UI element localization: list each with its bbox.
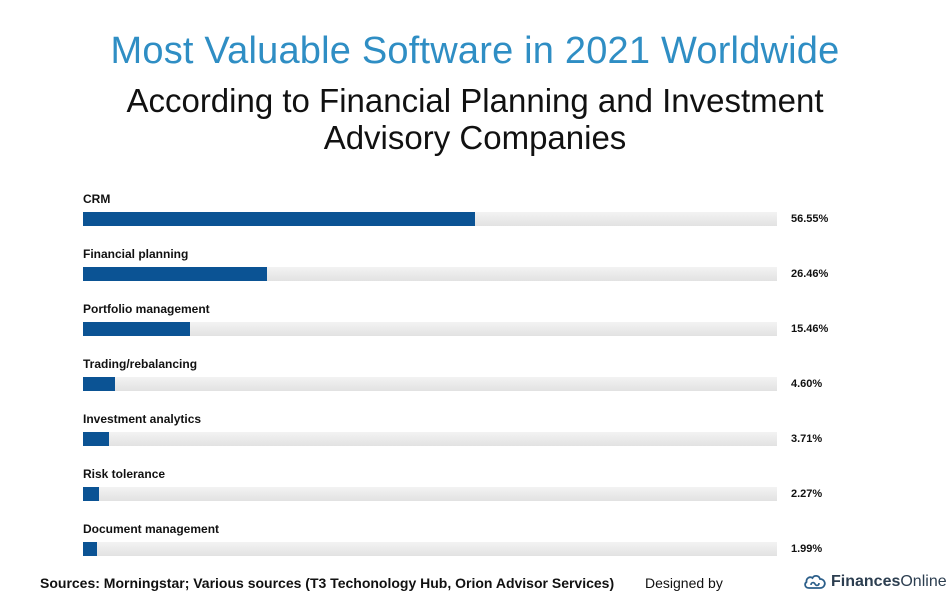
value-label: 26.46% <box>791 268 829 280</box>
brand-name-regular: Online <box>900 573 947 590</box>
category-label: Portfolio management <box>83 302 210 316</box>
value-label: 2.27% <box>791 488 823 500</box>
value-label: 56.55% <box>791 213 829 225</box>
chart-title: Most Valuable Software in 2021 Worldwide <box>110 30 840 72</box>
category-label: Trading/rebalancing <box>83 357 198 371</box>
bar-track <box>83 487 777 501</box>
category-label: Document management <box>83 522 220 536</box>
cloud-icon <box>804 574 826 589</box>
category-label: Investment analytics <box>83 412 202 426</box>
bar <box>83 212 476 226</box>
chart-subtitle: According to Financial Planning and Inve… <box>126 82 824 156</box>
bar-track <box>83 212 777 226</box>
bar <box>83 542 97 556</box>
bar-track <box>83 377 777 391</box>
category-label: Financial planning <box>83 247 189 261</box>
value-label: 3.71% <box>791 433 823 445</box>
bar-track <box>83 432 777 446</box>
brand-logo: FinancesOnline <box>803 572 947 592</box>
bar <box>83 432 109 446</box>
bar <box>83 377 115 391</box>
bar-track <box>83 267 777 281</box>
sources-note: Sources: Morningstar; Various sources (T… <box>40 575 615 591</box>
designed-by-label: Designed by <box>645 575 723 591</box>
bar <box>83 487 99 501</box>
value-label: 4.60% <box>791 378 823 390</box>
value-label: 1.99% <box>791 543 823 555</box>
category-label: CRM <box>83 192 111 206</box>
bar <box>83 267 267 281</box>
value-label: 15.46% <box>791 323 829 335</box>
brand-name-bold: Finances <box>831 573 901 590</box>
bar-track <box>83 322 777 336</box>
bar <box>83 322 191 336</box>
brand-name: FinancesOnline <box>831 573 947 591</box>
bar-track <box>83 542 777 556</box>
category-label: Risk tolerance <box>83 467 166 481</box>
